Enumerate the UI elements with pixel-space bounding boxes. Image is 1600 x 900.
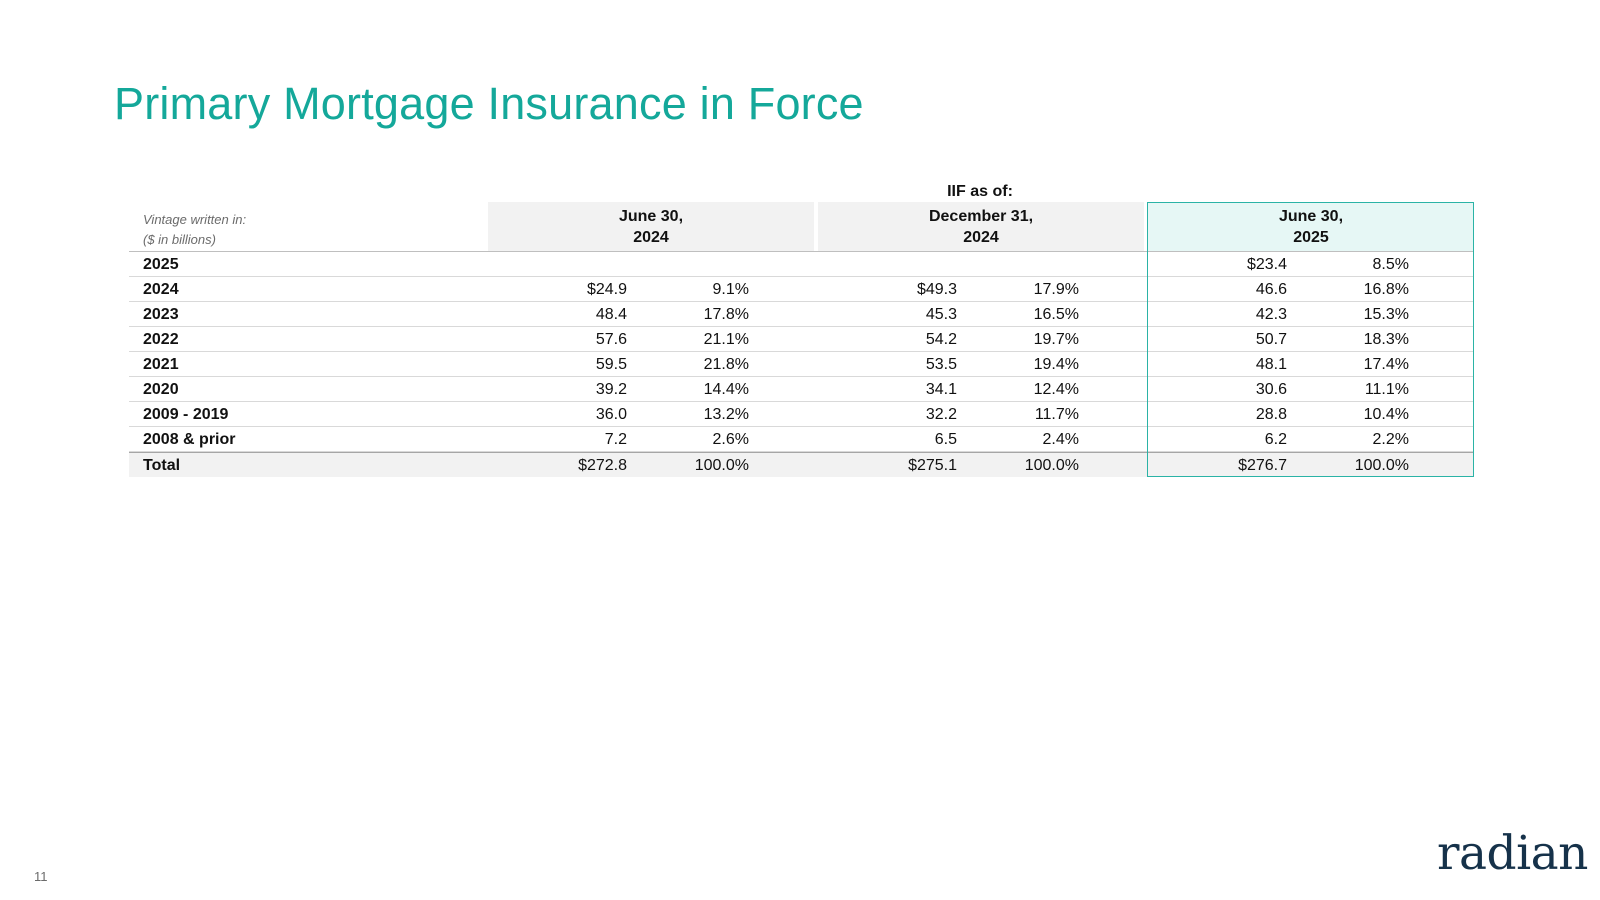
cell-value: 48.4	[595, 306, 627, 323]
cell-value: 30.6	[1255, 381, 1287, 398]
table-row: 2023 48.4 17.8% 45.3 16.5% 42.3 15.3%	[129, 302, 1474, 327]
table-row: 2024 $24.9 9.1% $49.3 17.9% 46.6 16.8%	[129, 277, 1474, 302]
column-header-line2: 2024	[633, 229, 669, 246]
row-label: 2024	[143, 281, 179, 298]
table-row: 2025 $23.4 8.5%	[129, 252, 1474, 277]
cell-percent: 21.1%	[703, 331, 749, 348]
row-label: 2021	[143, 356, 179, 373]
header-divider	[129, 251, 1474, 252]
iif-table-body: 2025 $23.4 8.5% 2024 $24.9 9.1% $49.3 17…	[129, 252, 1474, 477]
cell-value: 50.7	[1255, 331, 1287, 348]
cell-percent: 15.3%	[1363, 306, 1409, 323]
cell-value: $275.1	[908, 457, 957, 474]
cell-percent: 16.5%	[1033, 306, 1079, 323]
cell-percent: 19.4%	[1033, 356, 1079, 373]
cell-percent: 2.4%	[1042, 431, 1079, 448]
cell-percent: 17.4%	[1363, 356, 1409, 373]
row-label: Total	[143, 457, 181, 474]
cell-percent: 13.2%	[703, 406, 749, 423]
cell-value: 6.2	[1264, 431, 1287, 448]
column-header-line2: 2024	[963, 229, 999, 246]
cell-value: 36.0	[595, 406, 627, 423]
cell-value: 53.5	[925, 356, 957, 373]
cell-value: 28.8	[1255, 406, 1287, 423]
column-header-line1: June 30,	[1278, 208, 1344, 225]
cell-value: $23.4	[1246, 256, 1287, 273]
row-label: 2008 & prior	[143, 431, 236, 448]
row-label: 2022	[143, 331, 179, 348]
row-label: 2023	[143, 306, 179, 323]
cell-percent: 11.1%	[1364, 381, 1409, 398]
cell-percent: 12.4%	[1033, 381, 1079, 398]
cell-percent: 8.5%	[1372, 256, 1409, 273]
table-row: 2021 59.5 21.8% 53.5 19.4% 48.1 17.4%	[129, 352, 1474, 377]
cell-value: 48.1	[1255, 356, 1287, 373]
cell-percent: 10.4%	[1363, 406, 1409, 423]
column-header-line1: June 30,	[618, 208, 684, 225]
page-number: 11	[34, 869, 48, 884]
cell-percent: 9.1%	[712, 281, 749, 298]
column-header-line1: December 31,	[928, 208, 1034, 225]
cell-percent: 11.7%	[1034, 406, 1079, 423]
cell-percent: 18.3%	[1363, 331, 1409, 348]
cell-value: 32.2	[925, 406, 957, 423]
total-row: Total $272.8 100.0% $275.1 100.0% $276.7…	[129, 452, 1474, 477]
column-header-june-2025: June 30, 2025	[1148, 202, 1474, 252]
cell-value: 54.2	[925, 331, 957, 348]
vintage-header: Vintage written in: ($ in billions)	[143, 210, 246, 250]
row-label: 2025	[143, 256, 179, 273]
cell-percent: 2.6%	[712, 431, 749, 448]
cell-percent: 100.0%	[694, 457, 749, 474]
column-header-june-2024: June 30, 2024	[488, 202, 814, 252]
column-header-december-2024: December 31, 2024	[818, 202, 1144, 252]
cell-value: $49.3	[916, 281, 957, 298]
table-row: 2009 - 2019 36.0 13.2% 32.2 11.7% 28.8 1…	[129, 402, 1474, 427]
cell-value: $276.7	[1238, 457, 1287, 474]
cell-value: 39.2	[595, 381, 627, 398]
table-row: 2020 39.2 14.4% 34.1 12.4% 30.6 11.1%	[129, 377, 1474, 402]
iif-as-of-label: IIF as of:	[947, 183, 1013, 200]
table-row: 2022 57.6 21.1% 54.2 19.7% 50.7 18.3%	[129, 327, 1474, 352]
cell-value: $272.8	[578, 457, 627, 474]
cell-value: 7.2	[604, 431, 627, 448]
cell-value: 57.6	[595, 331, 627, 348]
column-header-line2: 2025	[1293, 229, 1329, 246]
cell-percent: 100.0%	[1354, 457, 1409, 474]
cell-value: 46.6	[1255, 281, 1287, 298]
table-row: 2008 & prior 7.2 2.6% 6.5 2.4% 6.2 2.2%	[129, 427, 1474, 452]
cell-percent: 100.0%	[1024, 457, 1079, 474]
row-label: 2020	[143, 381, 179, 398]
cell-value: $24.9	[586, 281, 627, 298]
cell-percent: 2.2%	[1372, 431, 1409, 448]
cell-value: 45.3	[925, 306, 957, 323]
radian-logo: radian	[1437, 826, 1588, 881]
cell-percent: 16.8%	[1363, 281, 1409, 298]
cell-value: 6.5	[934, 431, 957, 448]
cell-value: 59.5	[595, 356, 627, 373]
cell-percent: 21.8%	[703, 356, 749, 373]
units-label: ($ in billions)	[143, 232, 216, 247]
cell-percent: 17.9%	[1033, 281, 1079, 298]
cell-value: 34.1	[925, 381, 957, 398]
page-title: Primary Mortgage Insurance in Force	[114, 78, 864, 129]
cell-percent: 17.8%	[703, 306, 749, 323]
vintage-label: Vintage written in:	[143, 212, 247, 227]
cell-percent: 19.7%	[1033, 331, 1079, 348]
cell-value: 42.3	[1255, 306, 1287, 323]
cell-percent: 14.4%	[703, 381, 749, 398]
row-label: 2009 - 2019	[143, 406, 229, 423]
